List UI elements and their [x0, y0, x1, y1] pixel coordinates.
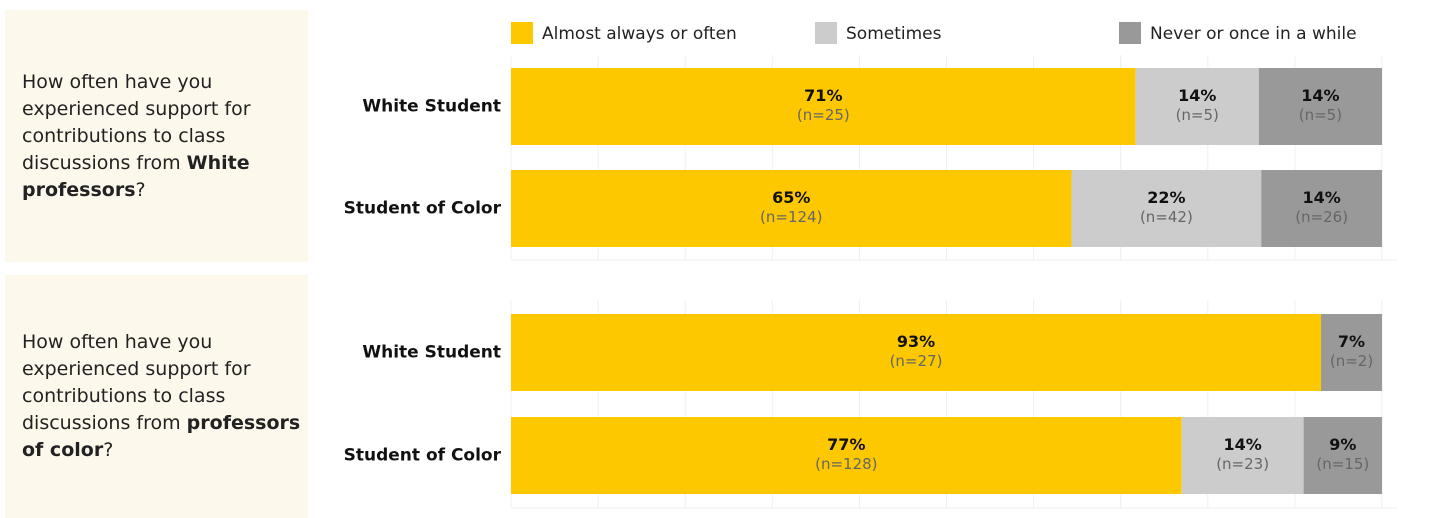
question-box: How often have you experienced support f… [5, 10, 308, 262]
value-label: 9% [1329, 435, 1356, 454]
category-label: Student of Color [344, 446, 502, 466]
value-label: 65% [772, 188, 810, 207]
legend-label: Almost always or often [542, 24, 737, 44]
bar-segment [511, 417, 1182, 494]
count-label: (n=124) [760, 208, 822, 226]
value-label: 14% [1301, 86, 1339, 105]
count-label: (n=5) [1176, 106, 1219, 124]
count-label: (n=42) [1140, 208, 1193, 226]
question-text: How often have you experienced support f… [22, 70, 251, 174]
legend-swatch [1119, 22, 1141, 44]
value-label: 14% [1178, 86, 1216, 105]
question-text: ? [135, 178, 146, 201]
value-label: 77% [827, 435, 865, 454]
bar-segment [1321, 314, 1382, 391]
category-label: White Student [362, 97, 501, 117]
count-label: (n=5) [1299, 106, 1342, 124]
count-label: (n=23) [1216, 455, 1269, 473]
count-label: (n=128) [815, 455, 877, 473]
bar-segment [1258, 68, 1382, 145]
question-emphasis: White professors [22, 151, 250, 201]
legend-label: Never or once in a while [1150, 24, 1357, 44]
bar-segment [1071, 170, 1262, 247]
count-label: (n=15) [1316, 455, 1369, 473]
count-label: (n=27) [890, 352, 943, 370]
count-label: (n=26) [1295, 208, 1348, 226]
question-text: How often have you experienced support f… [22, 331, 251, 434]
question-text: ? [103, 439, 114, 461]
question-box: How often have you experienced support f… [5, 275, 308, 518]
value-label: 7% [1338, 332, 1365, 351]
category-label: Student of Color [344, 199, 502, 219]
legend-swatch [511, 22, 533, 44]
value-label: 22% [1147, 188, 1185, 207]
count-label: (n=25) [797, 106, 850, 124]
bar-segment [511, 170, 1072, 247]
question-emphasis: professors of color [22, 412, 301, 461]
bar-segment [1261, 170, 1382, 247]
bar-segment [1135, 68, 1259, 145]
bar-segment [511, 68, 1136, 145]
question: How often have you experienced support f… [22, 69, 308, 204]
value-label: 93% [897, 332, 935, 351]
legend-swatch [815, 22, 837, 44]
legend-label: Sometimes [846, 24, 942, 44]
question: How often have you experienced support f… [22, 329, 308, 464]
value-label: 14% [1302, 188, 1340, 207]
bar-segment [1303, 417, 1382, 494]
value-label: 71% [804, 86, 842, 105]
count-label: (n=2) [1330, 352, 1373, 370]
category-label: White Student [362, 343, 501, 363]
bar-segment [1181, 417, 1304, 494]
bar-segment [511, 314, 1322, 391]
value-label: 14% [1223, 435, 1261, 454]
